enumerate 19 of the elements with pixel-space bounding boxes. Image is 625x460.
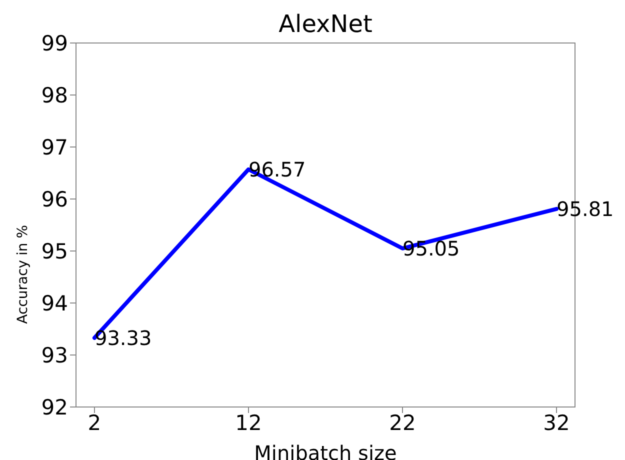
x-tick-label: 22: [389, 410, 416, 435]
x-tick-label: 12: [235, 410, 262, 435]
y-tick-label: 92: [41, 395, 68, 420]
y-tick-label: 95: [41, 239, 68, 264]
y-tick-label: 94: [41, 291, 68, 316]
y-tick-label: 98: [41, 83, 68, 108]
chart-title: AlexNet: [278, 10, 374, 38]
y-tick-label: 93: [41, 343, 68, 368]
y-tick-label: 97: [41, 135, 68, 160]
data-label: 93.33: [94, 326, 152, 350]
x-tick-label: 2: [88, 410, 102, 435]
y-tick-label: 96: [41, 187, 68, 212]
x-tick-label: 32: [543, 410, 570, 435]
y-axis-title: Accuracy in %: [14, 225, 31, 324]
data-label: 95.81: [556, 196, 614, 221]
data-label: 95.05: [402, 236, 460, 260]
x-axis-title: Minibatch size: [254, 441, 397, 460]
y-tick-label: 99: [41, 31, 68, 56]
data-label: 96.57: [248, 157, 306, 182]
